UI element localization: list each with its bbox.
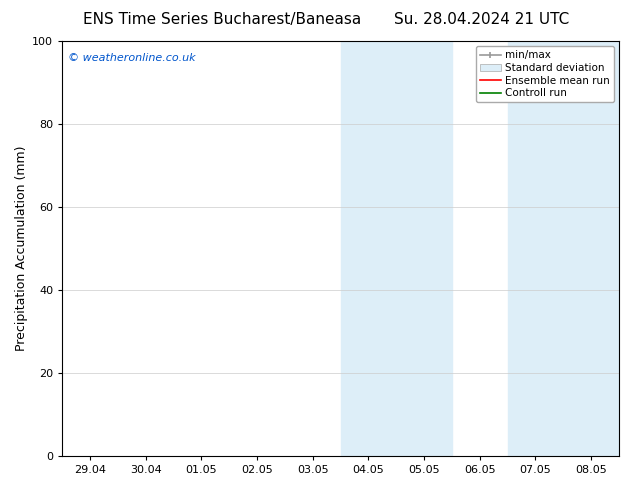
Bar [508, 41, 619, 456]
Bar [340, 41, 452, 456]
Y-axis label: Precipitation Accumulation (mm): Precipitation Accumulation (mm) [15, 146, 28, 351]
Text: Su. 28.04.2024 21 UTC: Su. 28.04.2024 21 UTC [394, 12, 569, 27]
Text: ENS Time Series Bucharest/Baneasa: ENS Time Series Bucharest/Baneasa [83, 12, 361, 27]
Text: © weatheronline.co.uk: © weatheronline.co.uk [68, 53, 195, 64]
Legend: min/max, Standard deviation, Ensemble mean run, Controll run: min/max, Standard deviation, Ensemble me… [476, 46, 614, 102]
